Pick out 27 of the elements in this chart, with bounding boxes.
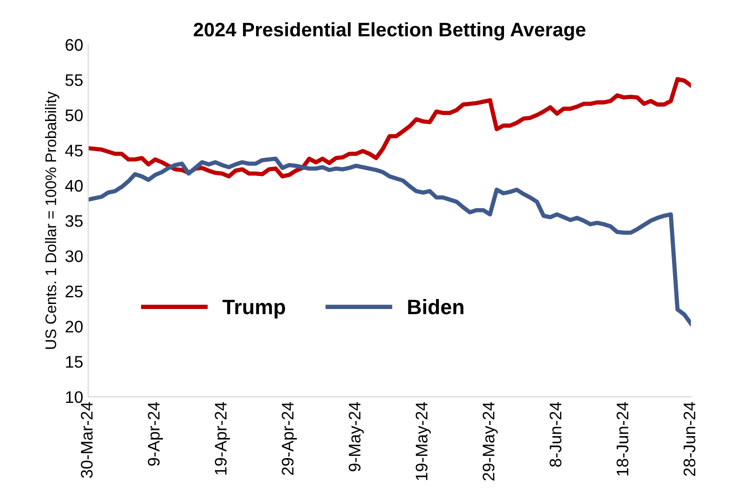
y-tick-label: 15 xyxy=(66,356,83,368)
x-tick-label: 29-May-24 xyxy=(482,402,498,480)
legend-label: Biden xyxy=(408,299,464,314)
x-tick-label: 29-Apr-24 xyxy=(282,402,297,475)
y-tick-label: 45 xyxy=(65,144,83,156)
x-tick-label: 18-Jun-24 xyxy=(616,402,628,476)
y-tick-label: 55 xyxy=(65,74,83,86)
x-tick-label: 9-May-24 xyxy=(348,402,364,472)
x-tick-label: 9-Apr-24 xyxy=(148,402,163,466)
line-series xyxy=(88,156,691,326)
y-tick-label: 20 xyxy=(66,320,83,333)
chart-title: 2024 Presidential Election Betting Average xyxy=(194,22,586,40)
y-tick-label: 60 xyxy=(66,39,83,51)
x-tick-label: 8-Jun-24 xyxy=(550,402,562,467)
y-tick-label: 30 xyxy=(65,250,83,262)
x-tick-label: 19-May-24 xyxy=(416,402,431,480)
y-tick-label: 35 xyxy=(65,215,83,227)
y-axis-title: US Cents. 1 Dollar = 100% Probability xyxy=(45,91,60,349)
y-tick-label: 50 xyxy=(65,109,83,122)
y-tick-label: 40 xyxy=(65,180,83,192)
y-tick-label: 25 xyxy=(66,286,83,298)
line-series xyxy=(88,77,691,178)
x-tick-label: 19-Apr-24 xyxy=(214,402,230,474)
y-tick-label: 10 xyxy=(66,391,83,404)
x-tick-label: 30-Mar-24 xyxy=(80,402,93,478)
x-tick-label: 28-Jun-24 xyxy=(684,402,696,476)
legend-label: Trump xyxy=(222,300,286,318)
